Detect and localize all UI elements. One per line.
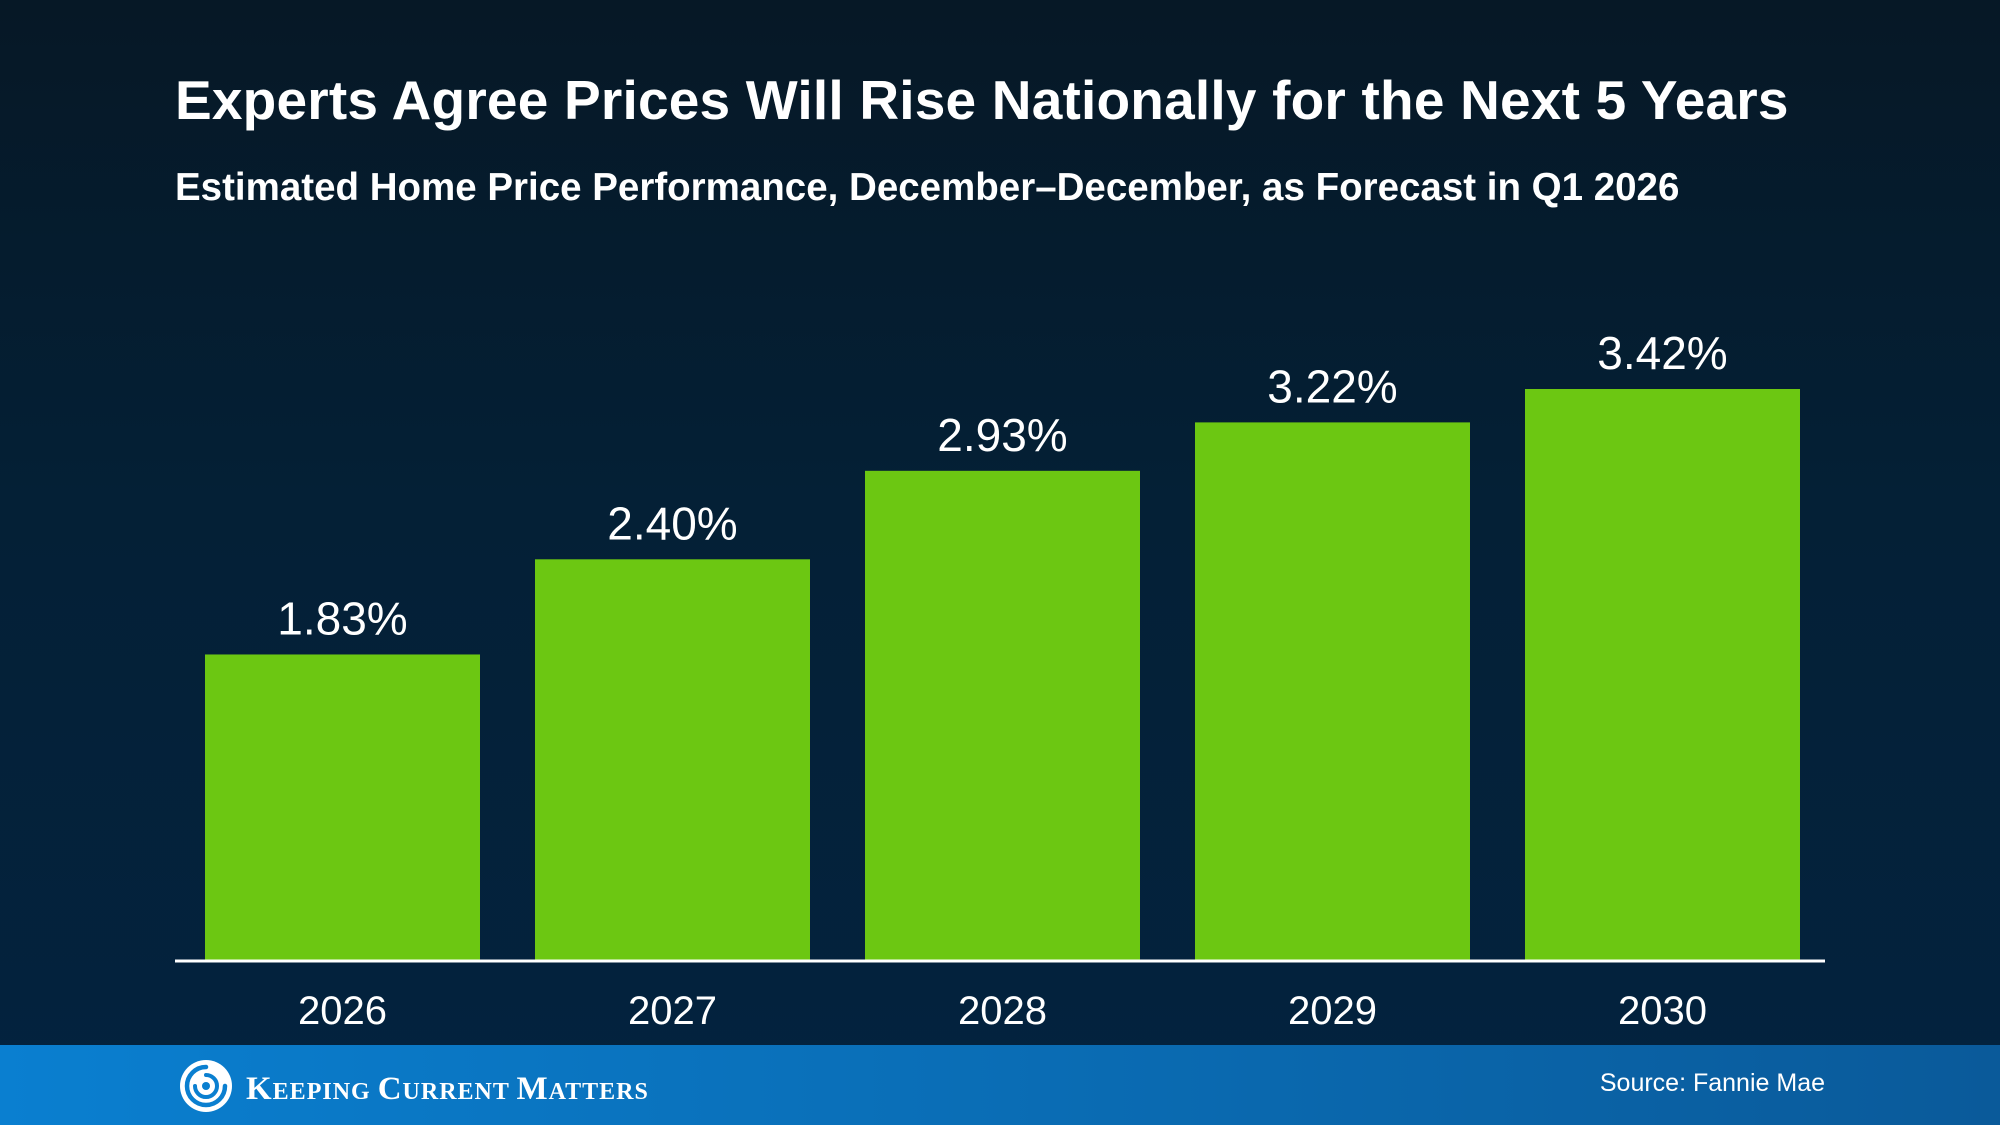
data-label-2028: 2.93% [937, 409, 1067, 461]
footer-bar: KEEPING CURRENT MATTERS Source: Fannie M… [0, 1045, 2000, 1125]
bar-chart: 1.83% 2026 2.40% 2027 2.93% 2028 3.22% 2029 3.42… [205, 327, 1800, 1033]
bar-2030 [1525, 389, 1800, 960]
bar-2029 [1195, 422, 1470, 960]
data-label-2026: 1.83% [277, 592, 407, 644]
x-tick-label-2027: 2027 [628, 989, 717, 1033]
brand-word: MATTERS [516, 1070, 649, 1107]
brand-name: KEEPING CURRENT MATTERS [246, 1067, 649, 1106]
x-tick-label-2026: 2026 [298, 989, 387, 1033]
bar-2028 [865, 470, 1140, 960]
kcm-swirl-logo-icon [180, 1060, 232, 1112]
data-label-2027: 2.40% [607, 497, 737, 549]
data-label-2030: 3.42% [1597, 327, 1727, 379]
chart-subtitle: Estimated Home Price Performance, Decemb… [175, 166, 1680, 209]
chart-title: Experts Agree Prices Will Rise Nationall… [175, 69, 1789, 131]
source-note: Source: Fannie Mae [1599, 1069, 1825, 1097]
brand-word: KEEPING [246, 1070, 371, 1107]
bar-2026 [205, 654, 480, 960]
brand-word: CURRENT [377, 1070, 510, 1107]
x-tick-label-2030: 2030 [1618, 989, 1707, 1033]
data-label-2029: 3.22% [1267, 360, 1397, 412]
x-tick-label-2028: 2028 [958, 989, 1047, 1033]
x-tick-label-2029: 2029 [1288, 989, 1377, 1033]
brand-logo: KEEPING CURRENT MATTERS [178, 1058, 649, 1114]
bar-2027 [535, 559, 810, 960]
